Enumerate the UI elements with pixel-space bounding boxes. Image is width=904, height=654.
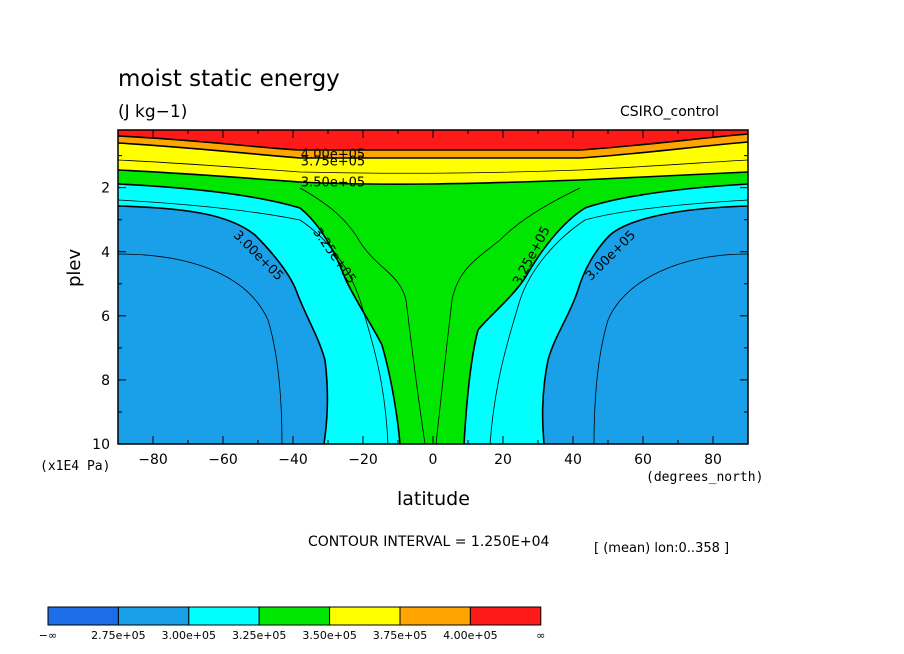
x-tick-label: −40	[278, 452, 308, 468]
y-tick-label: 6	[101, 309, 110, 325]
contour-line	[118, 133, 748, 151]
contour-label: 3.75e+05	[301, 155, 365, 170]
x-tick-label: 20	[494, 452, 512, 468]
x-tick-label: 40	[564, 452, 582, 468]
contour-line	[118, 169, 748, 185]
legend-label: 3.50e+05	[302, 629, 356, 642]
y-axis-units: (x1E4 Pa)	[40, 459, 111, 474]
legend-swatch	[399, 606, 471, 626]
contour-label: 4.00e+05	[301, 148, 365, 163]
x-axis-units: (degrees_north)	[646, 470, 764, 485]
contour-interval-text: CONTOUR INTERVAL = 1.250E+04	[308, 534, 550, 550]
x-tick-label: −60	[208, 452, 238, 468]
fill-300-left	[118, 206, 328, 444]
color-legend: −∞ 2.75e+05 3.00e+05 3.25e+05 3.50e+05 3.75e+…	[39, 606, 545, 642]
legend-swatch	[258, 606, 331, 626]
contour-fills	[118, 130, 748, 444]
contour-line	[463, 183, 748, 444]
x-tick-label: 0	[429, 452, 438, 468]
legend-label: −∞	[39, 629, 57, 642]
x-tick-label: −20	[348, 452, 378, 468]
x-tick-label: 80	[704, 452, 722, 468]
y-tick-label: 10	[92, 437, 110, 453]
legend-swatch	[329, 606, 401, 626]
contour-line	[118, 183, 401, 444]
legend-label: ∞	[536, 629, 545, 642]
y-tick-label: 2	[101, 181, 110, 197]
contour-line	[299, 187, 426, 444]
contour-line	[118, 141, 748, 159]
contour-line	[118, 253, 283, 444]
legend-label: 3.00e+05	[162, 629, 216, 642]
x-axis-label: latitude	[397, 488, 470, 510]
contour-label: 3.50e+05	[301, 176, 365, 191]
legend-label: 3.25e+05	[232, 629, 286, 642]
y-tick-label: 4	[101, 245, 110, 261]
mean-text: [ (mean) lon:0..358 ]	[594, 541, 730, 556]
contour-line	[118, 159, 748, 174]
x-tick-label: −80	[138, 452, 168, 468]
contour-line	[541, 205, 748, 444]
fill-300-right	[542, 206, 748, 444]
contour-line	[435, 187, 581, 444]
legend-label: 4.00e+05	[443, 629, 497, 642]
model-label: CSIRO_control	[620, 104, 720, 120]
legend-label: 2.75e+05	[91, 629, 145, 642]
legend-label: 3.75e+05	[373, 629, 427, 642]
contour-line	[118, 205, 329, 444]
chart-units: (J kg−1)	[118, 102, 188, 122]
x-tick-label: 60	[634, 452, 652, 468]
legend-swatch	[188, 606, 260, 626]
legend-swatch	[469, 606, 542, 626]
contour-line	[118, 199, 389, 444]
legend-swatch	[117, 606, 190, 626]
y-tick-label: 8	[101, 373, 110, 389]
chart-title: moist static energy	[118, 66, 340, 92]
contour-line	[593, 253, 748, 444]
contour-line	[489, 199, 748, 444]
legend-swatch	[47, 606, 119, 626]
